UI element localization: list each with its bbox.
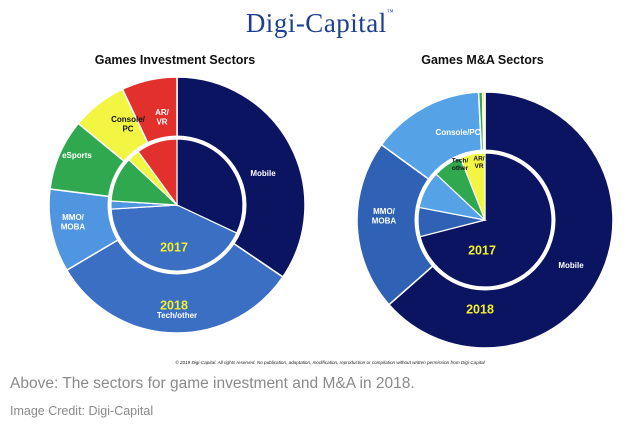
charts-canvas: Mobile Tech/other MMO/MOBA eSports Console/P… [48,76,614,349]
outer-label-console-pc: Console/PC [436,128,481,137]
brand-logo: Digi-Capital™ [0,8,640,39]
ma-donut-chart: Mobile MMO/MOBA Console/PC Tech/other AR/VR 2… [356,91,614,349]
outer-slice-mobile [176,76,306,278]
year-label-2018: 2018 [466,302,494,316]
year-label-2017: 2017 [468,243,496,257]
outer-label-console-pc: Console/PC [111,115,146,133]
trademark-mark: ™ [386,8,395,16]
outer-label-mmo-moba: MMO/MOBA [372,207,397,225]
outer-label-mobile: Mobile [250,169,276,178]
investment-donut-chart: Mobile Tech/other MMO/MOBA eSports Console/P… [48,76,306,334]
image-credit: Image Credit: Digi-Capital [10,404,154,418]
inner-slice-tech-other [110,204,238,272]
investment-chart-title: Games Investment Sectors [94,53,256,67]
inner-slice-ar-vr [459,152,486,221]
year-label-2018: 2018 [160,298,188,312]
ma-chart-title: Games M&A Sectors [421,53,544,67]
brand-name: Digi-Capital [245,8,387,38]
copyright-notice: © 2019 Digi-Capital. All rights reserved… [175,360,485,365]
inner-slice-ar-vr [137,138,178,207]
image-caption: Above: The sectors for game investment a… [10,375,415,392]
outer-label-mobile: Mobile [558,261,584,270]
outer-label-ar-vr: AR/VR [155,108,170,126]
inner-slice-mobile [176,138,244,234]
inner-label-ar-vr: AR/VR [473,156,484,170]
outer-label-esports: eSports [62,151,92,160]
inner-slice-mobile [419,152,553,288]
outer-label-tech-other: Tech/other [157,311,197,320]
year-label-2017: 2017 [160,240,188,254]
outer-label-mmo-moba: MMO/MOBA [61,213,86,231]
inner-label-tech-other: Tech/other [452,158,469,172]
